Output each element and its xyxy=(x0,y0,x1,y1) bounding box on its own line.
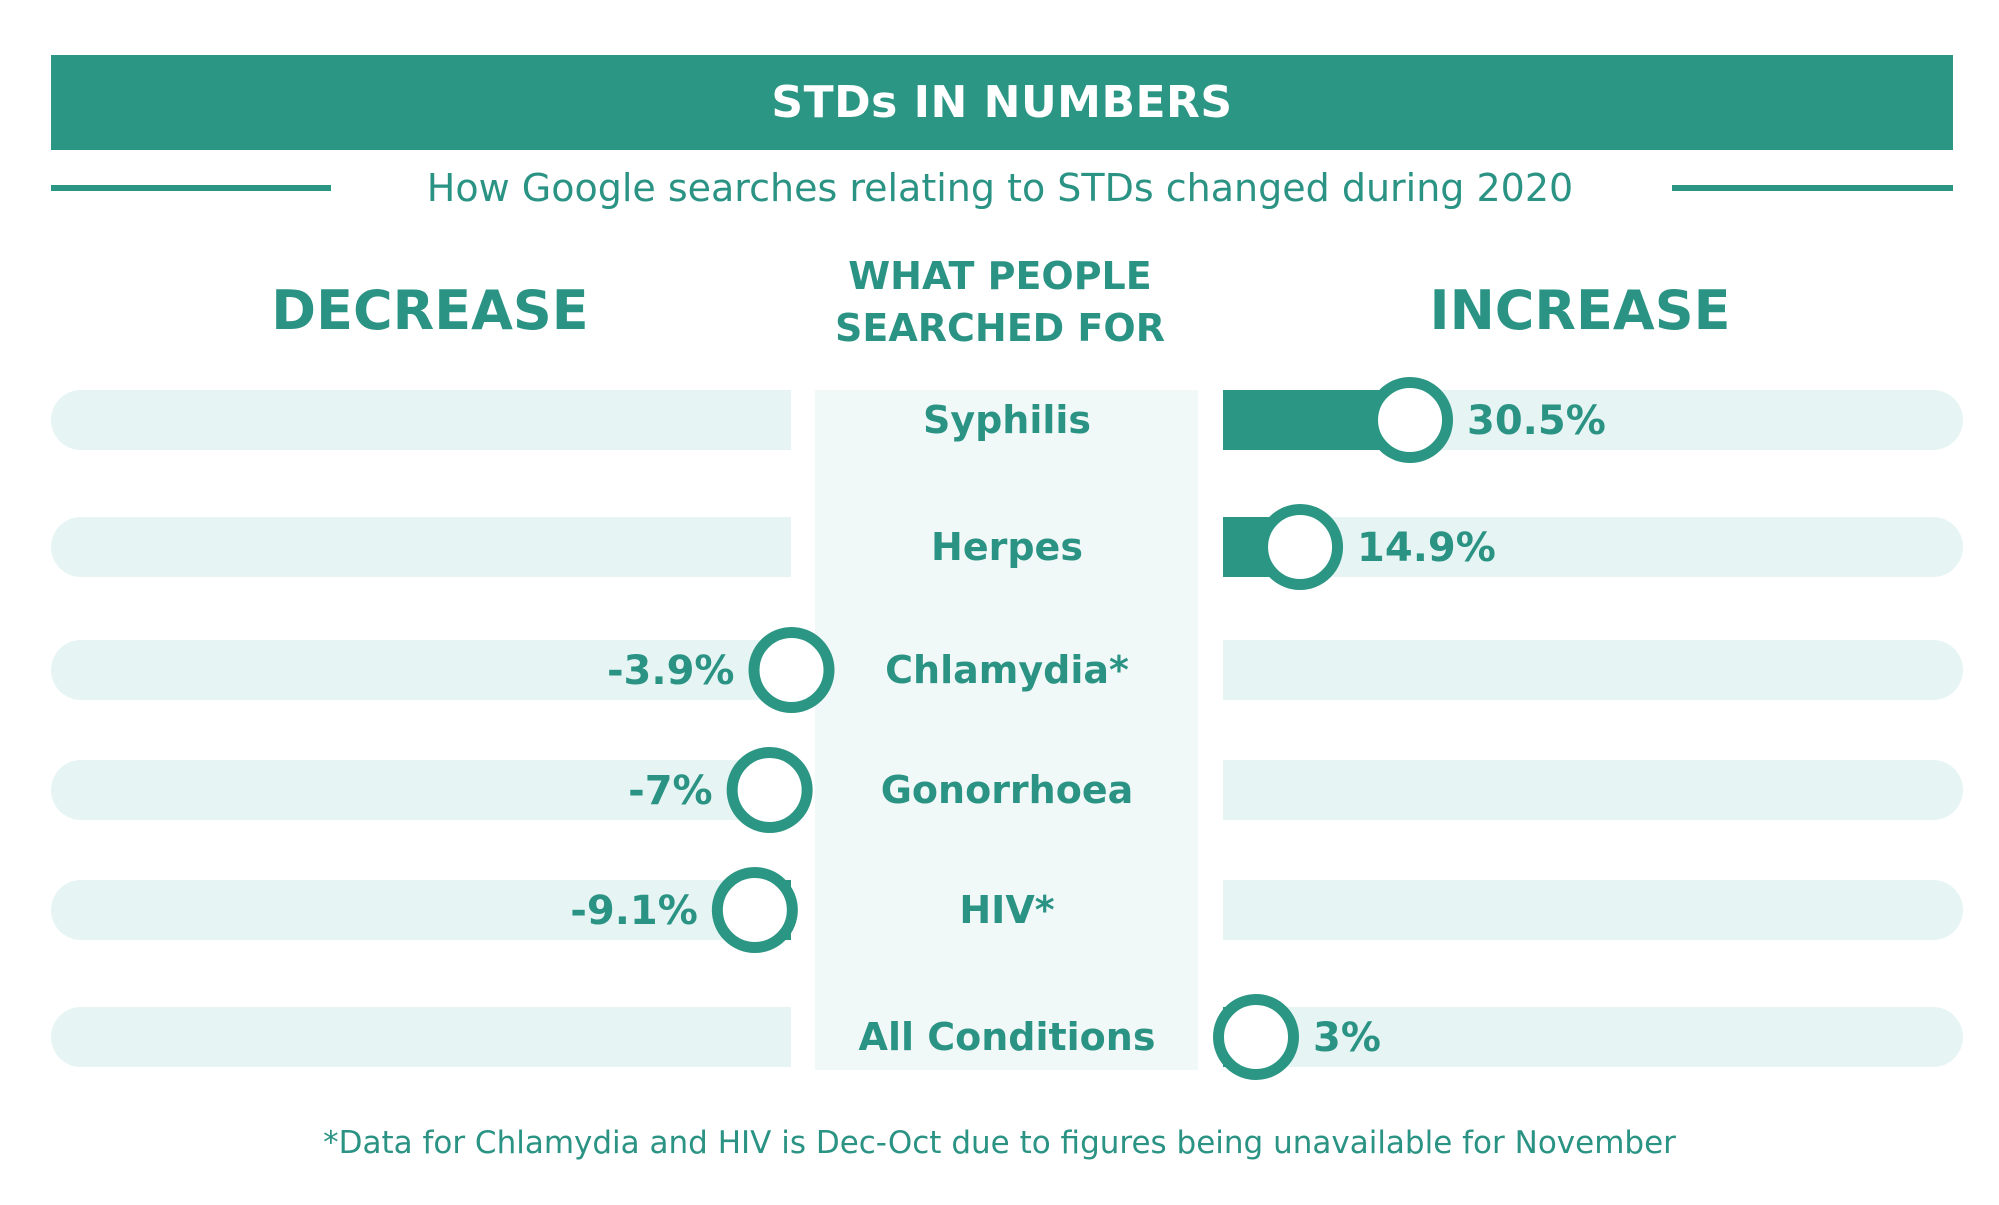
value-label-syphilis: 30.5% xyxy=(1467,398,1606,444)
value-label-herpes: 14.9% xyxy=(1357,525,1496,571)
category-panel xyxy=(815,390,1198,1070)
track-left-gonorrhoea xyxy=(51,760,791,820)
track-right-chlamydia xyxy=(1223,640,1963,700)
chart-title: STDs IN NUMBERS xyxy=(771,77,1233,128)
track-left-syphilis xyxy=(51,390,791,450)
category-label-all-conditions: All Conditions xyxy=(859,1015,1156,1059)
title-banner: STDs IN NUMBERS xyxy=(51,55,1953,150)
category-label-syphilis: Syphilis xyxy=(923,398,1091,442)
searched-for-heading-line2: SEARCHED FOR xyxy=(835,306,1165,350)
category-label-gonorrhoea: Gonorrhoea xyxy=(881,768,1134,812)
track-left-all-conditions xyxy=(51,1007,791,1067)
track-left-herpes xyxy=(51,517,791,577)
track-left-hiv xyxy=(51,880,791,940)
value-label-all-conditions: 3% xyxy=(1313,1015,1381,1061)
category-label-herpes: Herpes xyxy=(931,525,1083,569)
value-label-chlamydia: -3.9% xyxy=(607,648,735,694)
searched-for-heading-line1: WHAT PEOPLE xyxy=(848,254,1152,298)
footnote: *Data for Chlamydia and HIV is Dec-Oct d… xyxy=(323,1125,1676,1161)
value-label-hiv: -9.1% xyxy=(570,888,698,934)
track-left-chlamydia xyxy=(51,640,791,700)
subtitle-rule-left xyxy=(51,185,331,191)
bar-knob-syphilis xyxy=(1367,377,1454,463)
bar-knob-herpes xyxy=(1257,504,1344,590)
chart-subtitle: How Google searches relating to STDs cha… xyxy=(426,166,1574,210)
decrease-heading: DECREASE xyxy=(271,279,589,342)
track-right-all-conditions xyxy=(1223,1007,1963,1067)
subtitle-rule-right xyxy=(1672,185,1953,191)
track-right-hiv xyxy=(1223,880,1963,940)
bar-knob-chlamydia xyxy=(748,627,835,713)
bar-knob-all-conditions xyxy=(1213,994,1299,1080)
track-right-herpes xyxy=(1223,517,1963,577)
bar-knob-gonorrhoea xyxy=(726,747,813,833)
bar-knob-hiv xyxy=(711,867,798,953)
track-right-gonorrhoea xyxy=(1223,760,1963,820)
value-label-gonorrhoea: -7% xyxy=(628,768,713,814)
category-label-hiv: HIV* xyxy=(959,888,1054,932)
increase-heading: INCREASE xyxy=(1429,279,1731,342)
searched-for-heading: WHAT PEOPLE SEARCHED FOR xyxy=(790,250,1210,354)
category-label-chlamydia: Chlamydia* xyxy=(885,648,1129,692)
